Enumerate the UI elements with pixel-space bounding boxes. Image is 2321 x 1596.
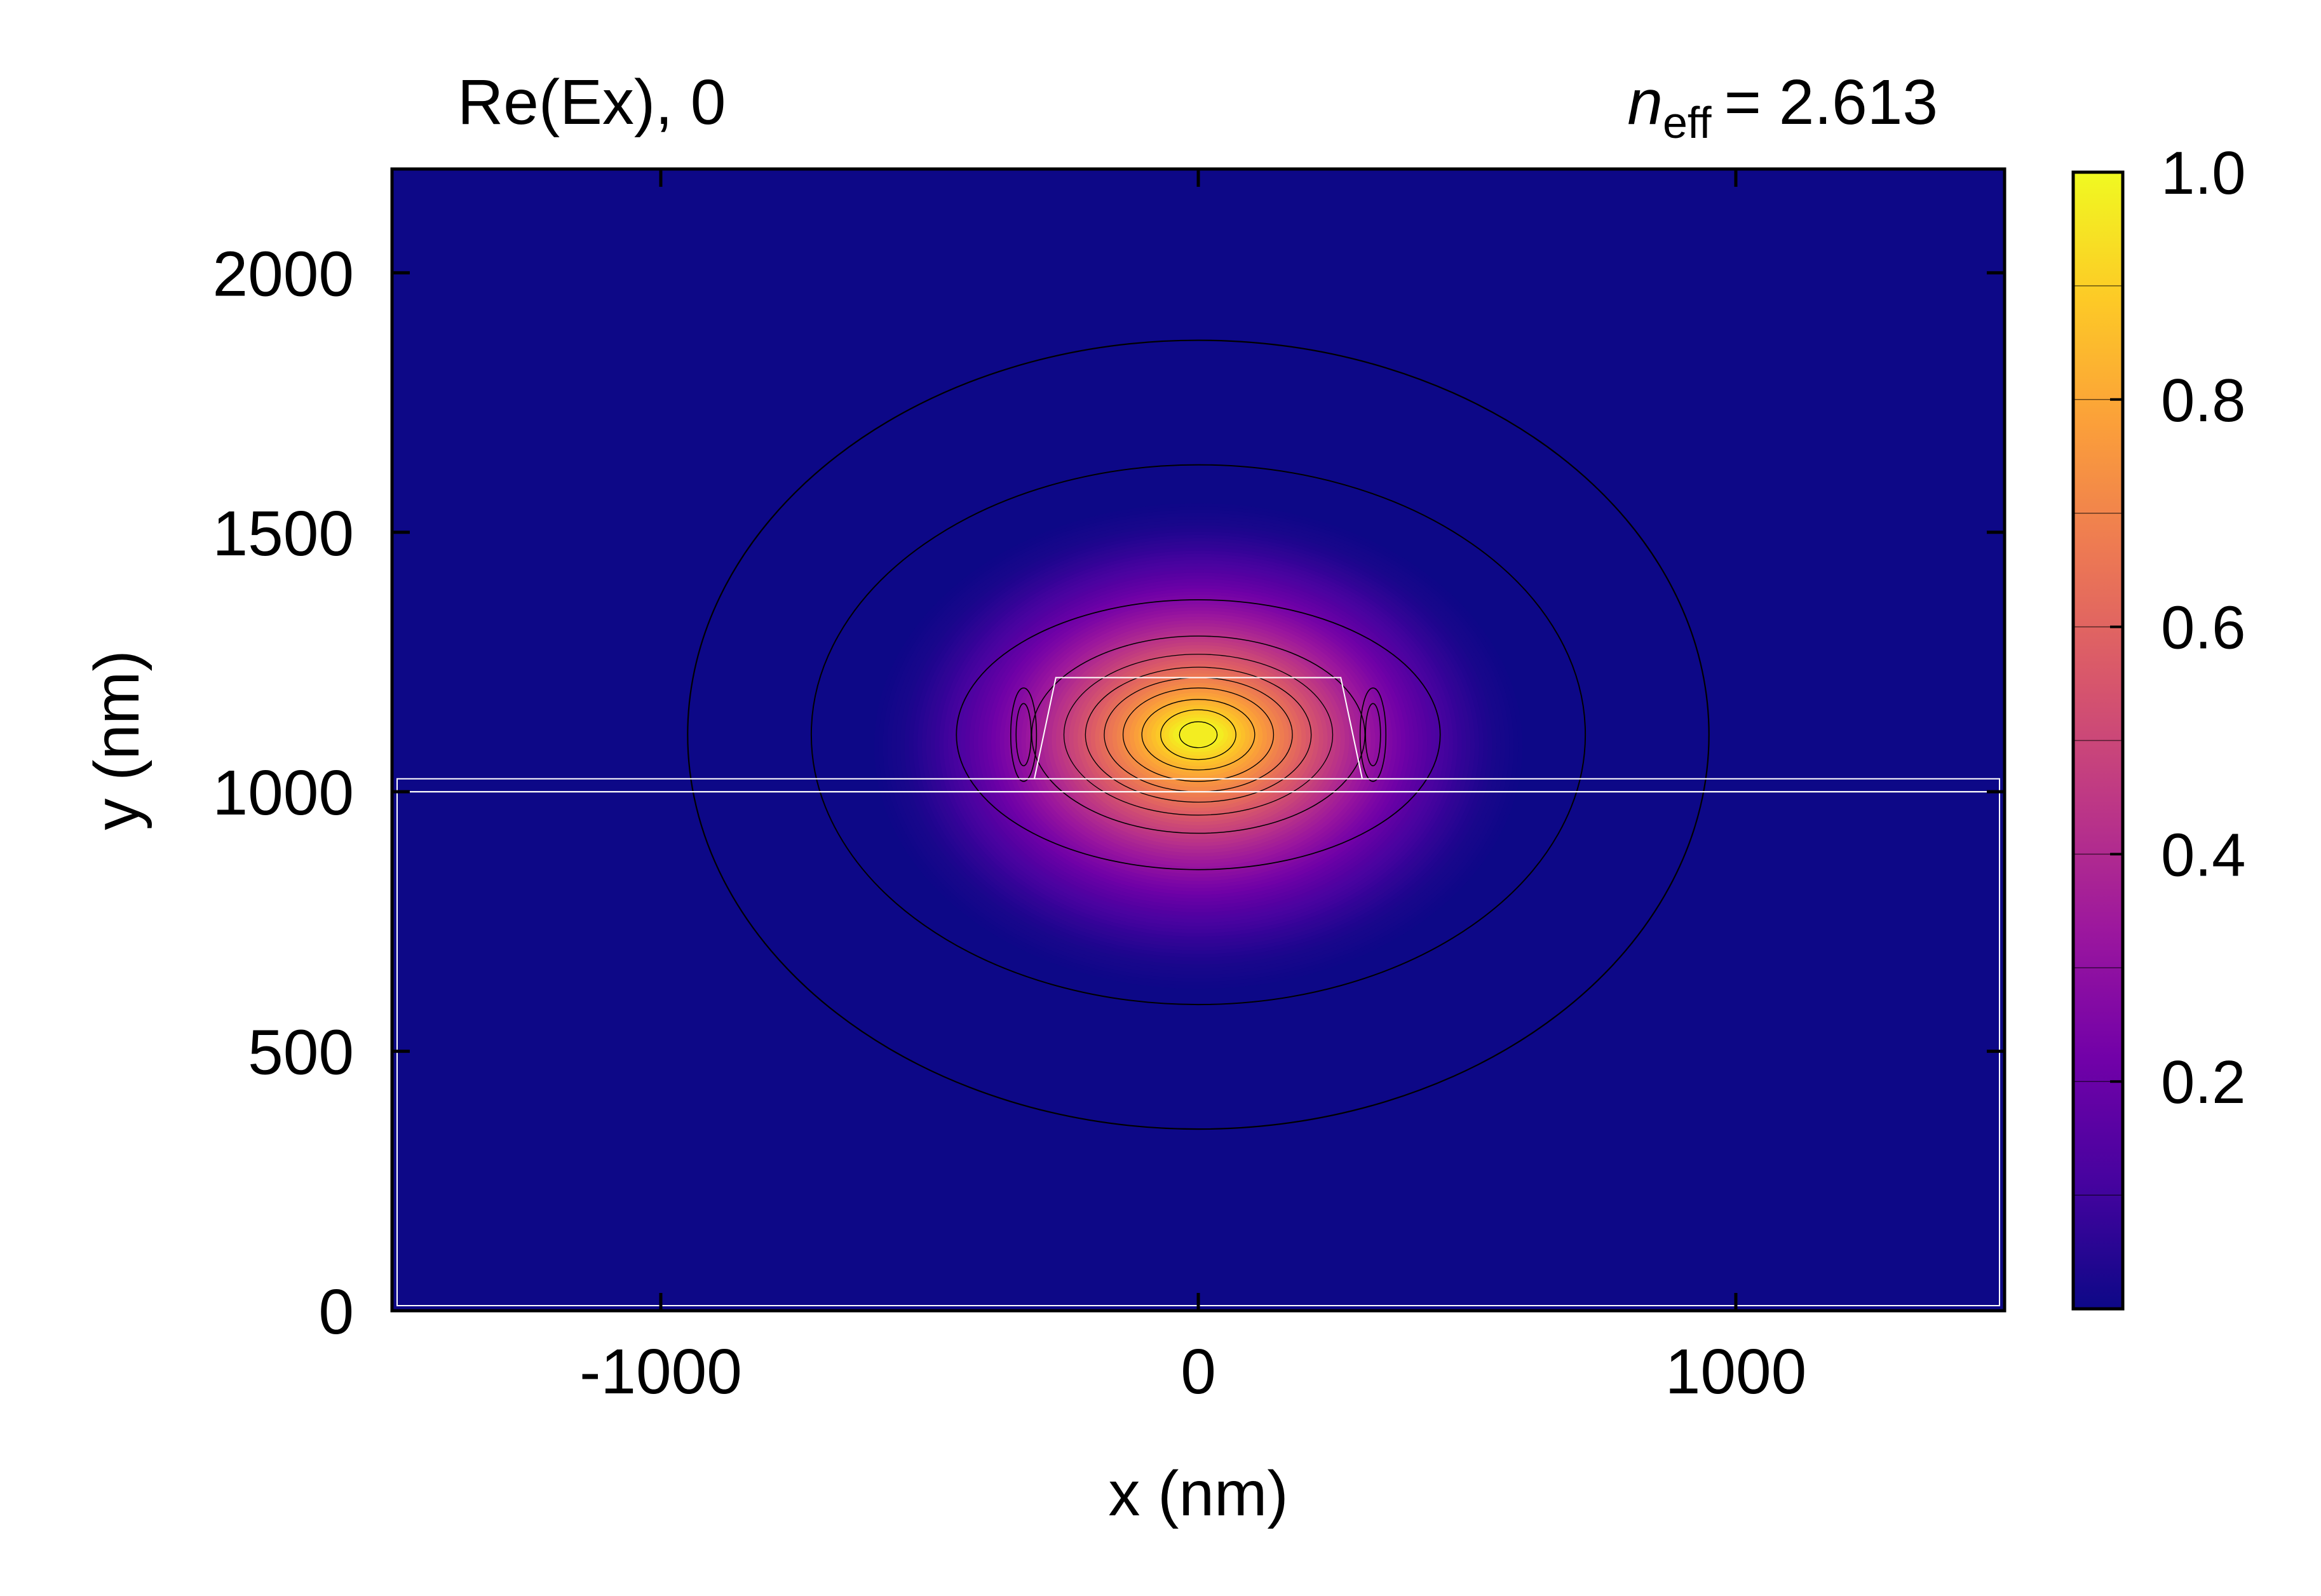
contour-line (810, 464, 1587, 1006)
x-tick-label: 1000 (1665, 1336, 1806, 1407)
contour-line (1122, 687, 1275, 782)
y-axis-label: y (nm) (81, 650, 152, 830)
contour-line (1141, 699, 1255, 771)
side-lobe-contour (1359, 687, 1387, 782)
field-band (1173, 720, 1224, 749)
contour-line (1085, 666, 1312, 803)
colorbar-tick-label: 0.4 (2161, 821, 2245, 889)
contour-line (1031, 635, 1366, 834)
neff-subscript: eff (1663, 98, 1712, 147)
colorbar-tick-label: 0.8 (2161, 367, 2245, 435)
neff-symbol: n (1627, 67, 1663, 138)
side-lobe-contour (1010, 687, 1038, 782)
ridge-outline (1033, 677, 1364, 779)
x-axis-ticks: -1000 0 1000 (579, 169, 1806, 1407)
colorbar-tick-label: 1.0 (2161, 139, 2245, 207)
colorbar-tick-label: 0.6 (2161, 594, 2245, 662)
y-tick-label: 1500 (213, 498, 354, 569)
neff-value: = 2.613 (1724, 67, 1938, 138)
x-axis-label: x (nm) (1108, 1458, 1288, 1529)
colorbar-ticks: 0.2 0.4 0.6 0.8 1.0 (2110, 139, 2245, 1116)
slab-outline (396, 778, 2000, 793)
colorbar-frame (2071, 170, 2125, 1311)
y-tick-label: 2000 (213, 238, 354, 309)
side-lobe-contour (1015, 703, 1032, 767)
title-neff: neff = 2.613 (1627, 67, 1938, 147)
contour-lines (687, 339, 1710, 1130)
field-heatmap (874, 503, 1522, 989)
contour-line (1160, 709, 1236, 761)
x-tick-label: 0 (1181, 1336, 1216, 1407)
contour-line (1063, 654, 1334, 816)
y-tick-label: 0 (318, 1276, 354, 1348)
title-left: Re(Ex), 0 (457, 67, 726, 138)
colorbar-tick-label: 0.2 (2161, 1048, 2245, 1116)
contour-line (956, 599, 1441, 870)
contour-line (1179, 721, 1218, 748)
plot-area: -1000 0 1000 0 500 1000 1500 2000 (213, 167, 2006, 1407)
side-lobe-contour (1365, 703, 1381, 767)
y-axis-ticks: 0 500 1000 1500 2000 (213, 238, 2005, 1348)
y-tick-label: 500 (248, 1017, 354, 1088)
x-tick-label: -1000 (579, 1336, 742, 1407)
colorbar: 0.2 0.4 0.6 0.8 1.0 (2071, 139, 2245, 1311)
y-tick-label: 1000 (213, 757, 354, 828)
contour-line (687, 339, 1710, 1130)
